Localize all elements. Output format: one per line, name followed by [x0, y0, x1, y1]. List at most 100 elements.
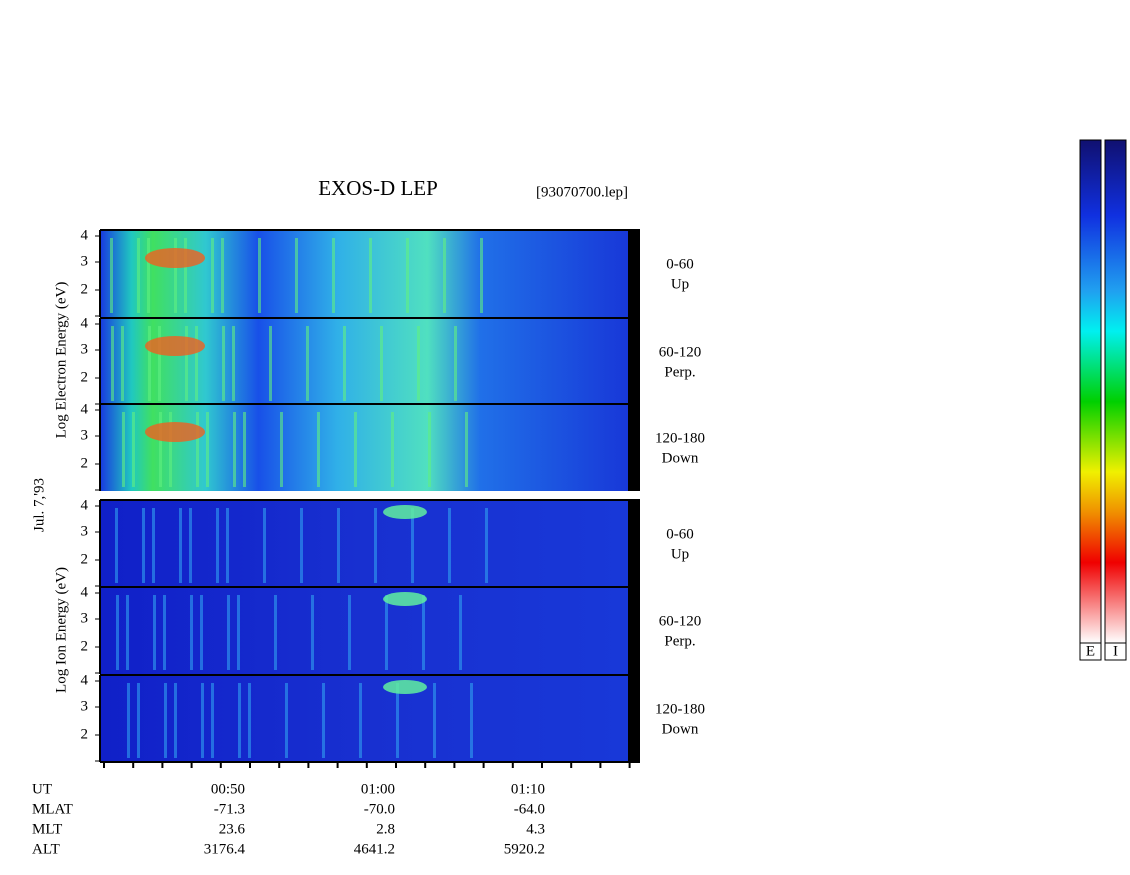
streak	[391, 412, 394, 487]
row-value: 3176.4	[204, 841, 246, 857]
colorbar	[1104, 139, 1127, 644]
spectrogram	[100, 675, 628, 762]
y-tick-label: 4	[81, 401, 89, 417]
colorbar-label: I	[1113, 643, 1118, 659]
colorbar	[1079, 139, 1102, 644]
data-gap	[628, 230, 640, 317]
row-value: 01:10	[511, 781, 545, 797]
streak	[111, 326, 114, 401]
row-value: -70.0	[364, 801, 395, 817]
streak	[126, 595, 129, 670]
streak	[164, 683, 167, 758]
streak	[216, 508, 219, 583]
streak	[226, 508, 229, 583]
data-gap	[628, 318, 640, 405]
streak	[385, 595, 388, 670]
row-value: 4641.2	[354, 841, 395, 857]
streak	[470, 683, 473, 758]
panel-range: 120-180	[655, 430, 705, 446]
y-tick-label: 4	[81, 584, 89, 600]
row-value: -71.3	[214, 801, 245, 817]
row-value: 2.8	[376, 821, 395, 837]
streak	[433, 683, 436, 758]
streak	[122, 412, 125, 487]
streak	[422, 595, 425, 670]
streak	[459, 595, 462, 670]
streak	[184, 238, 187, 313]
streak	[159, 412, 162, 487]
streak	[169, 412, 172, 487]
y-tick-label: 2	[81, 551, 89, 567]
streak	[480, 238, 483, 313]
panel-direction: Up	[671, 276, 689, 292]
streak	[190, 595, 193, 670]
streak	[485, 508, 488, 583]
panel-range: 120-180	[655, 701, 705, 717]
y-tick-label: 4	[81, 497, 89, 513]
streak	[354, 412, 357, 487]
y-tick-label: 4	[81, 227, 89, 243]
streak	[221, 238, 224, 313]
streak	[285, 683, 288, 758]
row-label: MLAT	[32, 801, 73, 817]
streak	[195, 326, 198, 401]
flux-blob	[145, 248, 205, 268]
data-gap	[628, 675, 640, 762]
y-axis-label: Log Ion Energy (eV)	[53, 567, 69, 693]
streak	[295, 238, 298, 313]
y-tick-label: 3	[81, 341, 89, 357]
flux-blob	[383, 505, 427, 519]
streak	[443, 238, 446, 313]
data-gap	[628, 587, 640, 674]
streak	[174, 238, 177, 313]
row-label: MLT	[32, 821, 62, 837]
streak	[311, 595, 314, 670]
streak	[142, 508, 145, 583]
colorbar-label-box	[1104, 642, 1127, 661]
streak	[116, 595, 119, 670]
y-tick-label: 3	[81, 523, 89, 539]
spectrogram	[100, 404, 628, 491]
panel-range: 0-60	[666, 526, 694, 542]
row-label: UT	[32, 781, 52, 797]
y-tick-label: 3	[81, 253, 89, 269]
data-gap	[628, 404, 640, 491]
streak	[406, 238, 409, 313]
streak	[337, 508, 340, 583]
streak	[158, 326, 161, 401]
panel-direction: Down	[662, 450, 699, 466]
streak	[280, 412, 283, 487]
streak	[396, 683, 399, 758]
title: EXOS-D LEP	[318, 176, 438, 200]
row-value: 4.3	[526, 821, 545, 837]
streak	[201, 683, 204, 758]
colorbar-label-box	[1079, 642, 1102, 661]
panel-direction: Down	[662, 721, 699, 737]
streak	[369, 238, 372, 313]
y-tick-label: 2	[81, 281, 89, 297]
row-value: 01:00	[361, 781, 395, 797]
streak	[300, 508, 303, 583]
streak	[121, 326, 124, 401]
flux-blob	[145, 422, 205, 442]
y-axis-label: Log Electron Energy (eV)	[53, 282, 69, 439]
streak	[179, 508, 182, 583]
streak	[127, 683, 130, 758]
streak	[465, 412, 468, 487]
streak	[359, 683, 362, 758]
streak	[163, 595, 166, 670]
streak	[448, 508, 451, 583]
ephemeris: UT 00:50 01:00 01:10 MLAT -71.3 -70.0 -64.0 MLT 2…	[32, 781, 545, 857]
streak	[269, 326, 272, 401]
panel-direction: Perp.	[664, 364, 695, 380]
panel-range: 0-60	[666, 256, 694, 272]
streak	[115, 508, 118, 583]
spectrogram	[100, 500, 628, 587]
streak	[211, 238, 214, 313]
y-tick-label: 3	[81, 610, 89, 626]
spectrogram	[100, 587, 628, 674]
streak	[274, 595, 277, 670]
streak	[343, 326, 346, 401]
streak	[196, 412, 199, 487]
